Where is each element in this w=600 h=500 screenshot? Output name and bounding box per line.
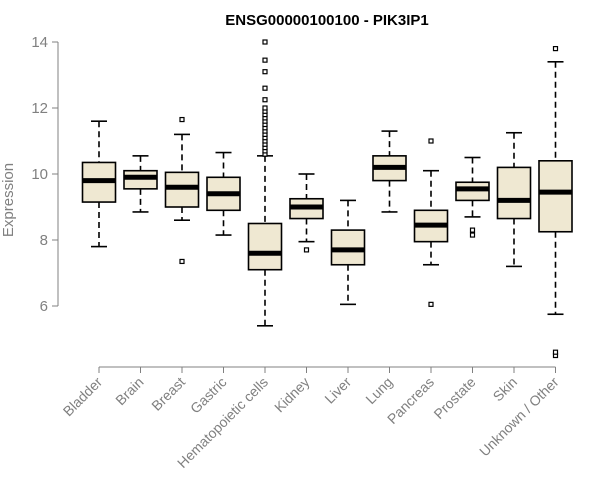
y-tick-label: 14 <box>31 34 48 51</box>
x-tick-label: Kidney <box>271 374 313 416</box>
x-tick-label: Breast <box>148 374 188 414</box>
x-tick-label: Brain <box>112 374 146 408</box>
outlier-point <box>469 232 476 238</box>
box-lung <box>372 130 407 213</box>
outlier-point <box>469 227 476 233</box>
outlier-point <box>428 138 434 144</box>
outlier-point <box>262 39 268 45</box>
box-gastric <box>206 151 241 236</box>
x-tick-label: Skin <box>490 374 521 405</box>
x-tick-label: Liver <box>321 374 354 407</box>
x-tick-label: Unknown / Other <box>476 374 562 460</box>
outlier-point <box>179 258 185 265</box>
box-kidney <box>289 173 324 253</box>
box-liver <box>330 199 366 306</box>
box-prostate <box>455 156 490 238</box>
x-tick-label: Prostate <box>430 374 478 422</box>
outlier-point <box>262 69 268 75</box>
y-axis: 6 8 10 12 14 <box>31 34 59 315</box>
box-skin <box>496 131 532 268</box>
box-breast <box>164 116 200 265</box>
box-bladder <box>81 120 117 248</box>
outlier-point <box>428 301 434 307</box>
chart-title: ENSG00000100100 - PIK3IP1 <box>225 12 428 29</box>
outlier-point <box>262 105 268 111</box>
box-hematopoietic-cells <box>247 39 283 327</box>
outlier-point <box>552 349 559 355</box>
boxes-group <box>81 39 573 359</box>
x-tick-label: Bladder <box>60 374 106 420</box>
outlier-point <box>262 85 268 91</box>
outlier-point <box>262 57 268 63</box>
x-tick-label: Lung <box>362 374 395 407</box>
y-tick-label: 10 <box>31 166 48 183</box>
y-tick-label: 6 <box>40 298 48 315</box>
outlier-point <box>179 116 185 123</box>
box-brain <box>123 155 158 213</box>
y-tick-label: 8 <box>40 232 48 249</box>
y-axis-label: Expression <box>0 163 17 237</box>
y-tick-label: 12 <box>31 100 48 117</box>
iqr-box <box>496 166 532 220</box>
box-pancreas <box>413 138 449 307</box>
outlier-point <box>262 97 268 103</box>
outlier-point <box>303 247 310 253</box>
box-unknown-other <box>538 45 573 359</box>
iqr-box <box>247 222 283 271</box>
outlier-point <box>552 45 559 52</box>
iqr-box <box>538 160 573 233</box>
